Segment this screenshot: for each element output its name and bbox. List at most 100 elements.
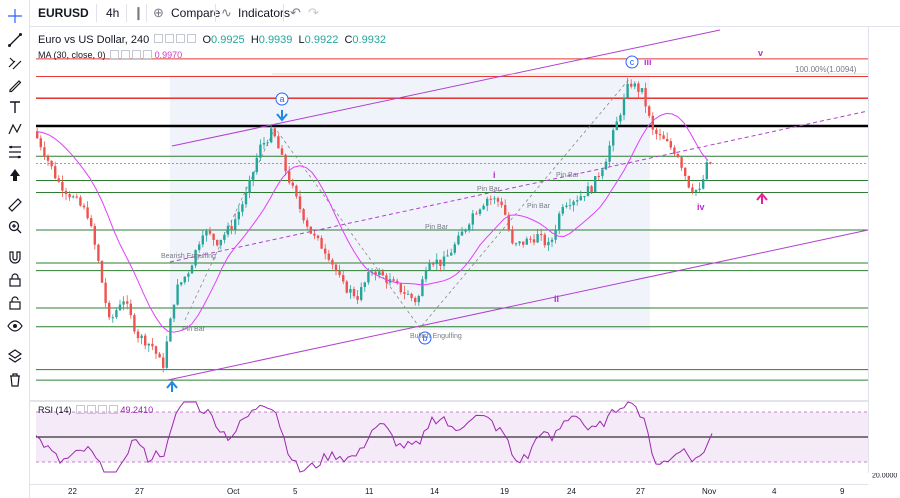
channel-upper bbox=[171, 29, 721, 147]
candle-body bbox=[586, 186, 590, 197]
candle-body bbox=[486, 198, 489, 206]
candle-body bbox=[626, 83, 629, 98]
close-value: 0.9932 bbox=[352, 34, 387, 46]
candle-body bbox=[680, 157, 683, 168]
candle-body bbox=[432, 263, 435, 265]
candle-body bbox=[558, 213, 561, 230]
candle-body bbox=[61, 181, 64, 191]
candle-body bbox=[327, 253, 330, 260]
candle-body bbox=[504, 205, 507, 215]
time-tick-label: Nov bbox=[702, 487, 717, 496]
candle-body bbox=[284, 154, 287, 172]
candle-body bbox=[194, 250, 197, 266]
candle-body bbox=[687, 175, 690, 188]
cursor-icon[interactable] bbox=[7, 167, 23, 183]
time-tick-label: 14 bbox=[430, 487, 439, 496]
candle-body bbox=[673, 147, 676, 155]
legend-buttons[interactable] bbox=[152, 34, 197, 46]
lock-icon[interactable] bbox=[7, 272, 23, 288]
candle-body bbox=[583, 196, 586, 198]
brush-icon[interactable] bbox=[7, 55, 23, 71]
candle-body bbox=[93, 226, 96, 245]
candle-body bbox=[201, 235, 204, 245]
pin-bar-label: Pin Bar bbox=[425, 224, 449, 231]
magnet-icon[interactable] bbox=[7, 249, 23, 265]
trendline-icon[interactable] bbox=[7, 32, 23, 48]
candle-body bbox=[439, 259, 442, 266]
fib-icon[interactable] bbox=[7, 144, 23, 160]
candle-body bbox=[198, 244, 201, 251]
candle-body bbox=[651, 115, 654, 130]
price-axis[interactable] bbox=[868, 27, 900, 473]
trash-icon[interactable] bbox=[7, 372, 23, 388]
bullish-engulfing-label: Bullish Engulfing bbox=[410, 333, 462, 340]
time-tick-label: 11 bbox=[365, 487, 374, 496]
unlock-icon[interactable] bbox=[7, 295, 23, 311]
candle-body bbox=[277, 136, 280, 149]
candle-body bbox=[446, 255, 449, 257]
candle-body bbox=[50, 160, 53, 167]
candle-body bbox=[597, 176, 600, 178]
crosshair-icon[interactable] bbox=[7, 8, 23, 24]
candle-body bbox=[324, 248, 327, 254]
candle-body bbox=[612, 130, 615, 146]
wave-iii-label: iii bbox=[644, 57, 652, 67]
candle-type-icon[interactable]: ❙ bbox=[133, 5, 144, 20]
candle-body bbox=[464, 229, 467, 232]
candle-body bbox=[532, 239, 536, 243]
layers-icon[interactable] bbox=[7, 348, 23, 364]
candle-body bbox=[349, 289, 352, 293]
timeframe-button[interactable]: 4h bbox=[106, 6, 120, 20]
pen-icon[interactable] bbox=[7, 77, 23, 93]
candle-body bbox=[540, 234, 543, 236]
candle-body bbox=[428, 263, 431, 270]
candle-body bbox=[421, 279, 424, 297]
time-tick-label: 19 bbox=[500, 487, 509, 496]
candle-body bbox=[280, 148, 284, 155]
candle-body bbox=[630, 83, 633, 87]
candle-body bbox=[147, 343, 150, 346]
candle-body bbox=[360, 287, 363, 300]
candle-body bbox=[115, 310, 118, 318]
compare-button[interactable]: Compare bbox=[171, 6, 221, 20]
candle-body bbox=[90, 218, 93, 227]
candle-body bbox=[482, 205, 485, 210]
ma-value: 0.9970 bbox=[154, 50, 183, 60]
eye-icon[interactable] bbox=[7, 318, 23, 334]
candle-body bbox=[219, 239, 222, 246]
candle-body bbox=[550, 239, 554, 242]
candle-body bbox=[266, 142, 269, 144]
text-icon[interactable] bbox=[7, 99, 23, 115]
candle-body bbox=[352, 289, 356, 297]
indicators-button[interactable]: Indicators bbox=[238, 6, 291, 20]
candle-body bbox=[338, 271, 341, 276]
candle-body bbox=[234, 219, 237, 230]
ma-legend-buttons[interactable] bbox=[108, 50, 153, 61]
undo-icon[interactable]: ↶ bbox=[290, 5, 301, 20]
ruler-icon[interactable] bbox=[7, 197, 23, 213]
candle-body bbox=[453, 244, 456, 253]
rsi-legend-buttons[interactable] bbox=[74, 405, 119, 416]
candle-body bbox=[241, 204, 244, 212]
candle-body bbox=[489, 198, 492, 200]
fib-level-label: 100.00%(1.0094) bbox=[795, 65, 857, 74]
horizontal-levels bbox=[36, 58, 868, 381]
candle-body bbox=[424, 269, 428, 280]
time-axis[interactable]: 22 27 Oct 5 11 14 19 24 27 Nov 4 9 bbox=[30, 484, 868, 498]
candle-body bbox=[190, 265, 194, 274]
zoom-icon[interactable] bbox=[7, 219, 23, 235]
down-arrow-icon bbox=[276, 110, 288, 122]
candle-body bbox=[475, 213, 478, 215]
candle-body bbox=[698, 188, 701, 190]
candle-body bbox=[212, 233, 215, 240]
time-tick-label: 27 bbox=[135, 487, 144, 496]
pin-bar-label: Pin Bar bbox=[477, 186, 501, 193]
symbol-search[interactable]: EURUSD bbox=[38, 6, 89, 20]
pattern-icon[interactable] bbox=[7, 121, 23, 137]
redo-icon[interactable]: ↷ bbox=[308, 5, 319, 20]
candle-body bbox=[622, 97, 626, 116]
candle-body bbox=[658, 134, 662, 136]
candles bbox=[36, 77, 712, 373]
candle-body bbox=[561, 206, 564, 214]
